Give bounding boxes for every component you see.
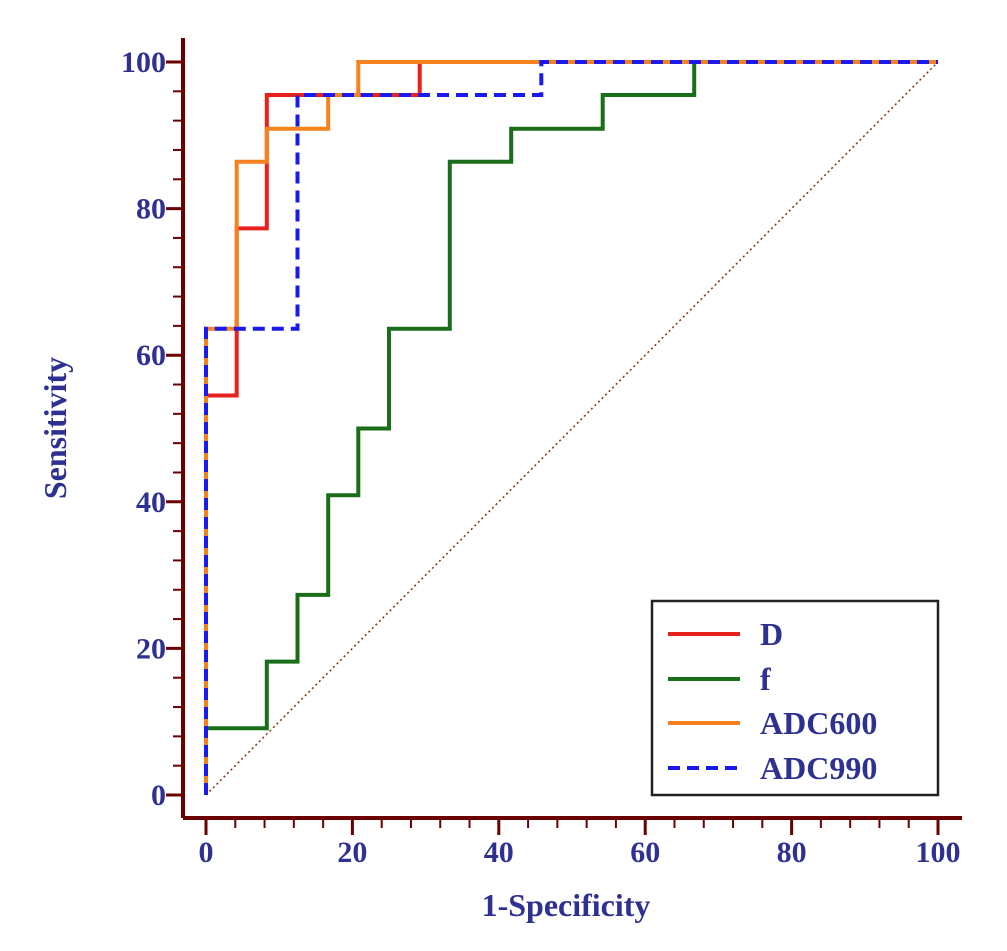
- legend-label-adc600: ADC600: [760, 705, 877, 741]
- y-tick-label: 40: [136, 486, 166, 519]
- x-tick-label: 40: [484, 836, 514, 869]
- series-line-adc990: [204, 60, 938, 795]
- y-tick-label: 0: [151, 779, 166, 812]
- legend-label-d: D: [760, 616, 783, 652]
- x-tick-label: 80: [777, 836, 807, 869]
- x-tick-label: 20: [337, 836, 367, 869]
- y-tick-label: 60: [136, 339, 166, 372]
- y-tick-label: 80: [136, 193, 166, 226]
- tick-labels: 0 20 40 60 80 100 0 20 40 60 80 100: [121, 46, 961, 869]
- x-tick-label: 100: [916, 836, 961, 869]
- y-tick-label: 100: [121, 46, 166, 79]
- legend-label-f: f: [760, 661, 771, 697]
- legend: Df ADC600 ADC990: [650, 599, 940, 797]
- axes: [181, 38, 962, 820]
- x-tick-label: 60: [630, 836, 660, 869]
- ticks: [166, 60, 940, 835]
- y-axis-title: Sensitivity: [37, 357, 73, 499]
- x-tick-label: 0: [199, 836, 214, 869]
- series-line-d: [204, 60, 938, 795]
- x-axis-title: 1-Specificity: [482, 887, 651, 923]
- legend-label-adc990: ADC990: [760, 750, 877, 786]
- series-layer: [204, 60, 938, 795]
- series-line-f: [204, 60, 938, 795]
- y-tick-label: 20: [136, 632, 166, 665]
